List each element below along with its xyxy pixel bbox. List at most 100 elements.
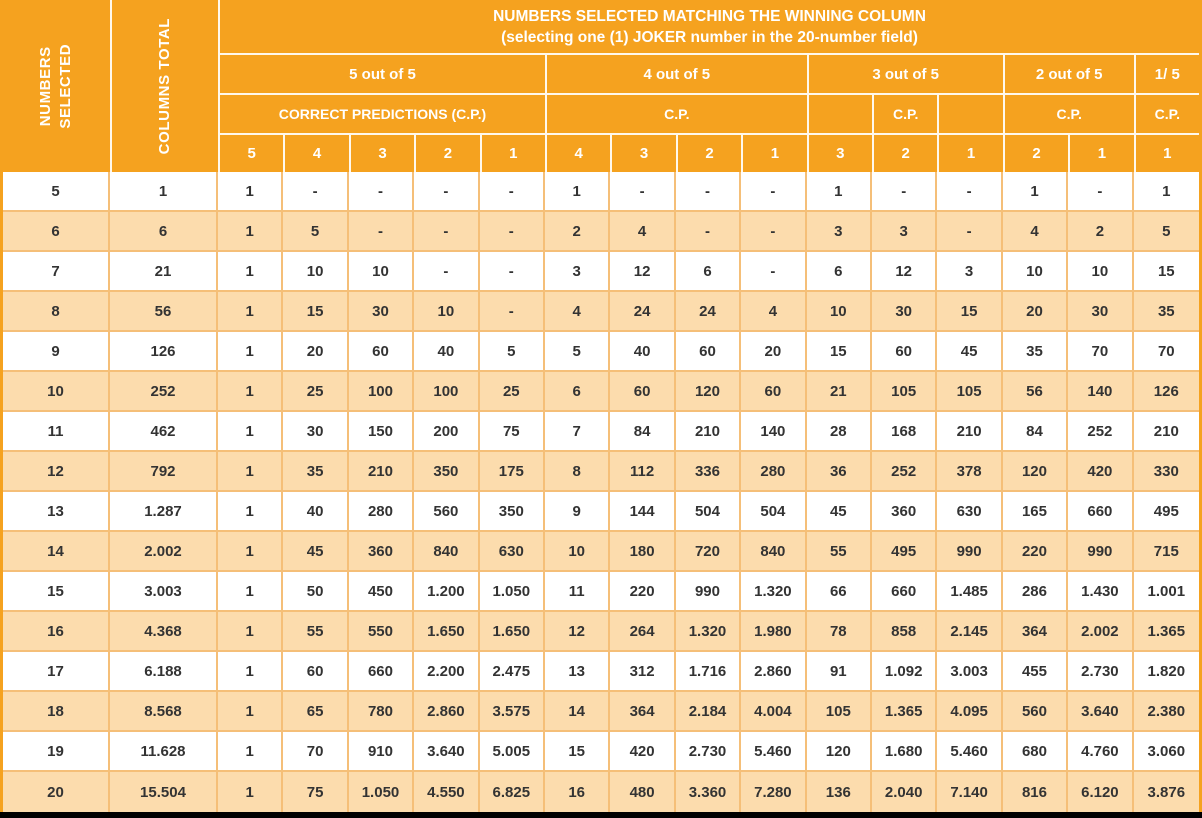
columns-total-cell: 126 xyxy=(110,332,218,372)
value-cell: 210 xyxy=(1133,412,1199,452)
numbers-selected-cell: 9 xyxy=(3,332,110,372)
value-cell: 1.716 xyxy=(675,652,742,692)
value-cell: - xyxy=(414,252,480,292)
value-cell: 5 xyxy=(545,332,611,372)
value-cell: 100 xyxy=(348,372,415,412)
value-cell: 7 xyxy=(545,412,611,452)
col-number: 4 xyxy=(283,135,349,172)
value-cell: 25 xyxy=(479,372,545,412)
value-cell: 364 xyxy=(610,692,676,732)
value-cell: 21 xyxy=(806,372,872,412)
bottom-black-bar xyxy=(0,812,1202,818)
col-number: 3 xyxy=(348,135,415,172)
columns-total-header: COLUMNS TOTAL xyxy=(110,0,218,172)
columns-total-cell: 462 xyxy=(110,412,218,452)
columns-total-cell: 1.287 xyxy=(110,492,218,532)
cp-header-1of5: C.P. xyxy=(1133,95,1199,135)
cp-header-2of5: C.P. xyxy=(1002,95,1134,135)
value-cell: 360 xyxy=(348,532,415,572)
value-cell: 3.640 xyxy=(1068,692,1134,732)
value-cell: 15 xyxy=(806,332,872,372)
columns-total-cell: 15.504 xyxy=(110,772,218,812)
cp-header-3of5-empty-right xyxy=(937,95,1003,135)
value-cell: 200 xyxy=(414,412,480,452)
value-cell: 3 xyxy=(806,212,872,252)
value-cell: 4.760 xyxy=(1068,732,1134,772)
value-cell: 40 xyxy=(414,332,480,372)
value-cell: 1 xyxy=(218,692,284,732)
col-number: 4 xyxy=(545,135,611,172)
value-cell: 175 xyxy=(479,452,545,492)
value-cell: 378 xyxy=(937,452,1003,492)
value-cell: - xyxy=(479,212,545,252)
value-cell: 2.040 xyxy=(872,772,938,812)
value-cell: 550 xyxy=(348,612,415,652)
value-cell: - xyxy=(348,212,415,252)
value-cell: 1 xyxy=(218,732,284,772)
value-cell: 15 xyxy=(937,292,1003,332)
columns-total-cell: 21 xyxy=(110,252,218,292)
value-cell: 1 xyxy=(1133,172,1199,212)
value-cell: 6.120 xyxy=(1068,772,1134,812)
value-cell: 15 xyxy=(1133,252,1199,292)
value-cell: 60 xyxy=(741,372,807,412)
numbers-selected-label: NUMBERS SELECTED xyxy=(37,43,75,129)
value-cell: 910 xyxy=(348,732,415,772)
value-cell: 30 xyxy=(348,292,415,332)
columns-total-cell: 1 xyxy=(110,172,218,212)
group-5-out-of-5: 5 out of 5 xyxy=(218,55,545,95)
value-cell: 1 xyxy=(218,332,284,372)
columns-total-cell: 6.188 xyxy=(110,652,218,692)
value-cell: 60 xyxy=(283,652,349,692)
value-cell: 2.145 xyxy=(937,612,1003,652)
table-title-line1: NUMBERS SELECTED MATCHING THE WINNING CO… xyxy=(493,7,926,25)
value-cell: - xyxy=(479,252,545,292)
columns-total-cell: 8.568 xyxy=(110,692,218,732)
value-cell: 2.380 xyxy=(1133,692,1199,732)
value-cell: 5.460 xyxy=(937,732,1003,772)
value-cell: 1 xyxy=(218,652,284,692)
value-cell: 816 xyxy=(1002,772,1069,812)
col-number: 1 xyxy=(937,135,1003,172)
value-cell: 120 xyxy=(1002,452,1069,492)
value-cell: 264 xyxy=(610,612,676,652)
value-cell: 120 xyxy=(806,732,872,772)
value-cell: 630 xyxy=(479,532,545,572)
value-cell: 252 xyxy=(1068,412,1134,452)
value-cell: 1 xyxy=(218,572,284,612)
value-cell: 105 xyxy=(872,372,938,412)
group-1-of-5: 1/ 5 xyxy=(1133,55,1199,95)
numbers-selected-cell: 5 xyxy=(3,172,110,212)
numbers-selected-cell: 8 xyxy=(3,292,110,332)
value-cell: 1.050 xyxy=(348,772,415,812)
value-cell: 60 xyxy=(675,332,742,372)
value-cell: 220 xyxy=(1002,532,1069,572)
columns-total-cell: 4.368 xyxy=(110,612,218,652)
value-cell: 56 xyxy=(1002,372,1069,412)
value-cell: 364 xyxy=(1002,612,1069,652)
columns-total-cell: 3.003 xyxy=(110,572,218,612)
value-cell: 1.050 xyxy=(479,572,545,612)
value-cell: 7.280 xyxy=(741,772,807,812)
value-cell: 4.095 xyxy=(937,692,1003,732)
value-cell: 6 xyxy=(675,252,742,292)
value-cell: - xyxy=(741,212,807,252)
value-cell: 780 xyxy=(348,692,415,732)
value-cell: 660 xyxy=(872,572,938,612)
value-cell: 1 xyxy=(218,292,284,332)
value-cell: 660 xyxy=(1068,492,1134,532)
numbers-selected-cell: 12 xyxy=(3,452,110,492)
value-cell: 78 xyxy=(806,612,872,652)
value-cell: 990 xyxy=(675,572,742,612)
columns-total-cell: 11.628 xyxy=(110,732,218,772)
value-cell: 680 xyxy=(1002,732,1069,772)
col-number: 3 xyxy=(610,135,676,172)
value-cell: 630 xyxy=(937,492,1003,532)
value-cell: 10 xyxy=(348,252,415,292)
value-cell: 330 xyxy=(1133,452,1199,492)
value-cell: 15 xyxy=(545,732,611,772)
value-cell: 66 xyxy=(806,572,872,612)
value-cell: - xyxy=(610,172,676,212)
value-cell: 3 xyxy=(937,252,1003,292)
value-cell: 1.092 xyxy=(872,652,938,692)
